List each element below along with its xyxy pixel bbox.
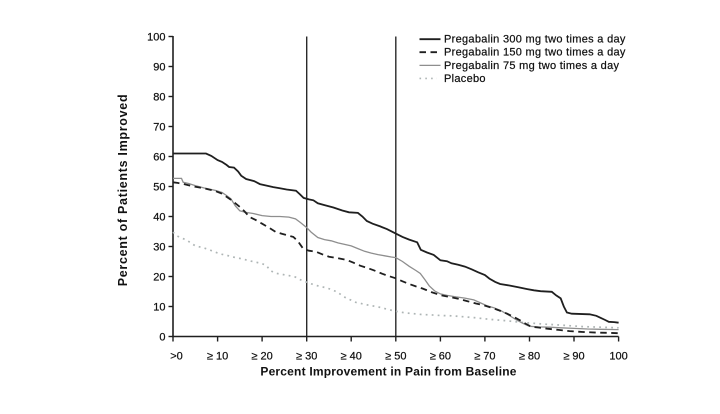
svg-text:100: 100 [609, 351, 627, 363]
svg-text:70: 70 [153, 121, 165, 133]
svg-text:Percent Improvement in Pain fr: Percent Improvement in Pain from Baselin… [260, 365, 516, 379]
svg-text:Pregabalin 75 mg two times a d: Pregabalin 75 mg two times a day [444, 60, 619, 72]
svg-text:≥ 90: ≥ 90 [563, 351, 584, 363]
svg-text:≥ 60: ≥ 60 [430, 351, 451, 363]
svg-text:60: 60 [153, 151, 165, 163]
svg-text:≥ 40: ≥ 40 [341, 351, 362, 363]
svg-text:0: 0 [159, 331, 165, 343]
svg-text:≥ 50: ≥ 50 [385, 351, 406, 363]
svg-text:Pregabalin 150 mg two times a: Pregabalin 150 mg two times a day [444, 47, 626, 59]
svg-text:100: 100 [147, 31, 165, 43]
svg-text:30: 30 [153, 241, 165, 253]
svg-text:Percent of Patients Improved: Percent of Patients Improved [116, 94, 130, 287]
svg-text:≥ 70: ≥ 70 [474, 351, 495, 363]
svg-text:≥ 80: ≥ 80 [519, 351, 540, 363]
svg-text:90: 90 [153, 61, 165, 73]
svg-text:40: 40 [153, 211, 165, 223]
svg-text:>0: >0 [170, 351, 183, 363]
svg-text:Placebo: Placebo [444, 73, 486, 85]
svg-text:≥ 20: ≥ 20 [251, 351, 272, 363]
svg-text:50: 50 [153, 181, 165, 193]
svg-text:Pregabalin 300 mg two times a: Pregabalin 300 mg two times a day [444, 34, 626, 46]
svg-text:10: 10 [153, 301, 165, 313]
svg-text:≥ 10: ≥ 10 [207, 351, 228, 363]
svg-text:80: 80 [153, 91, 165, 103]
svg-text:20: 20 [153, 271, 165, 283]
svg-text:≥ 30: ≥ 30 [296, 351, 317, 363]
